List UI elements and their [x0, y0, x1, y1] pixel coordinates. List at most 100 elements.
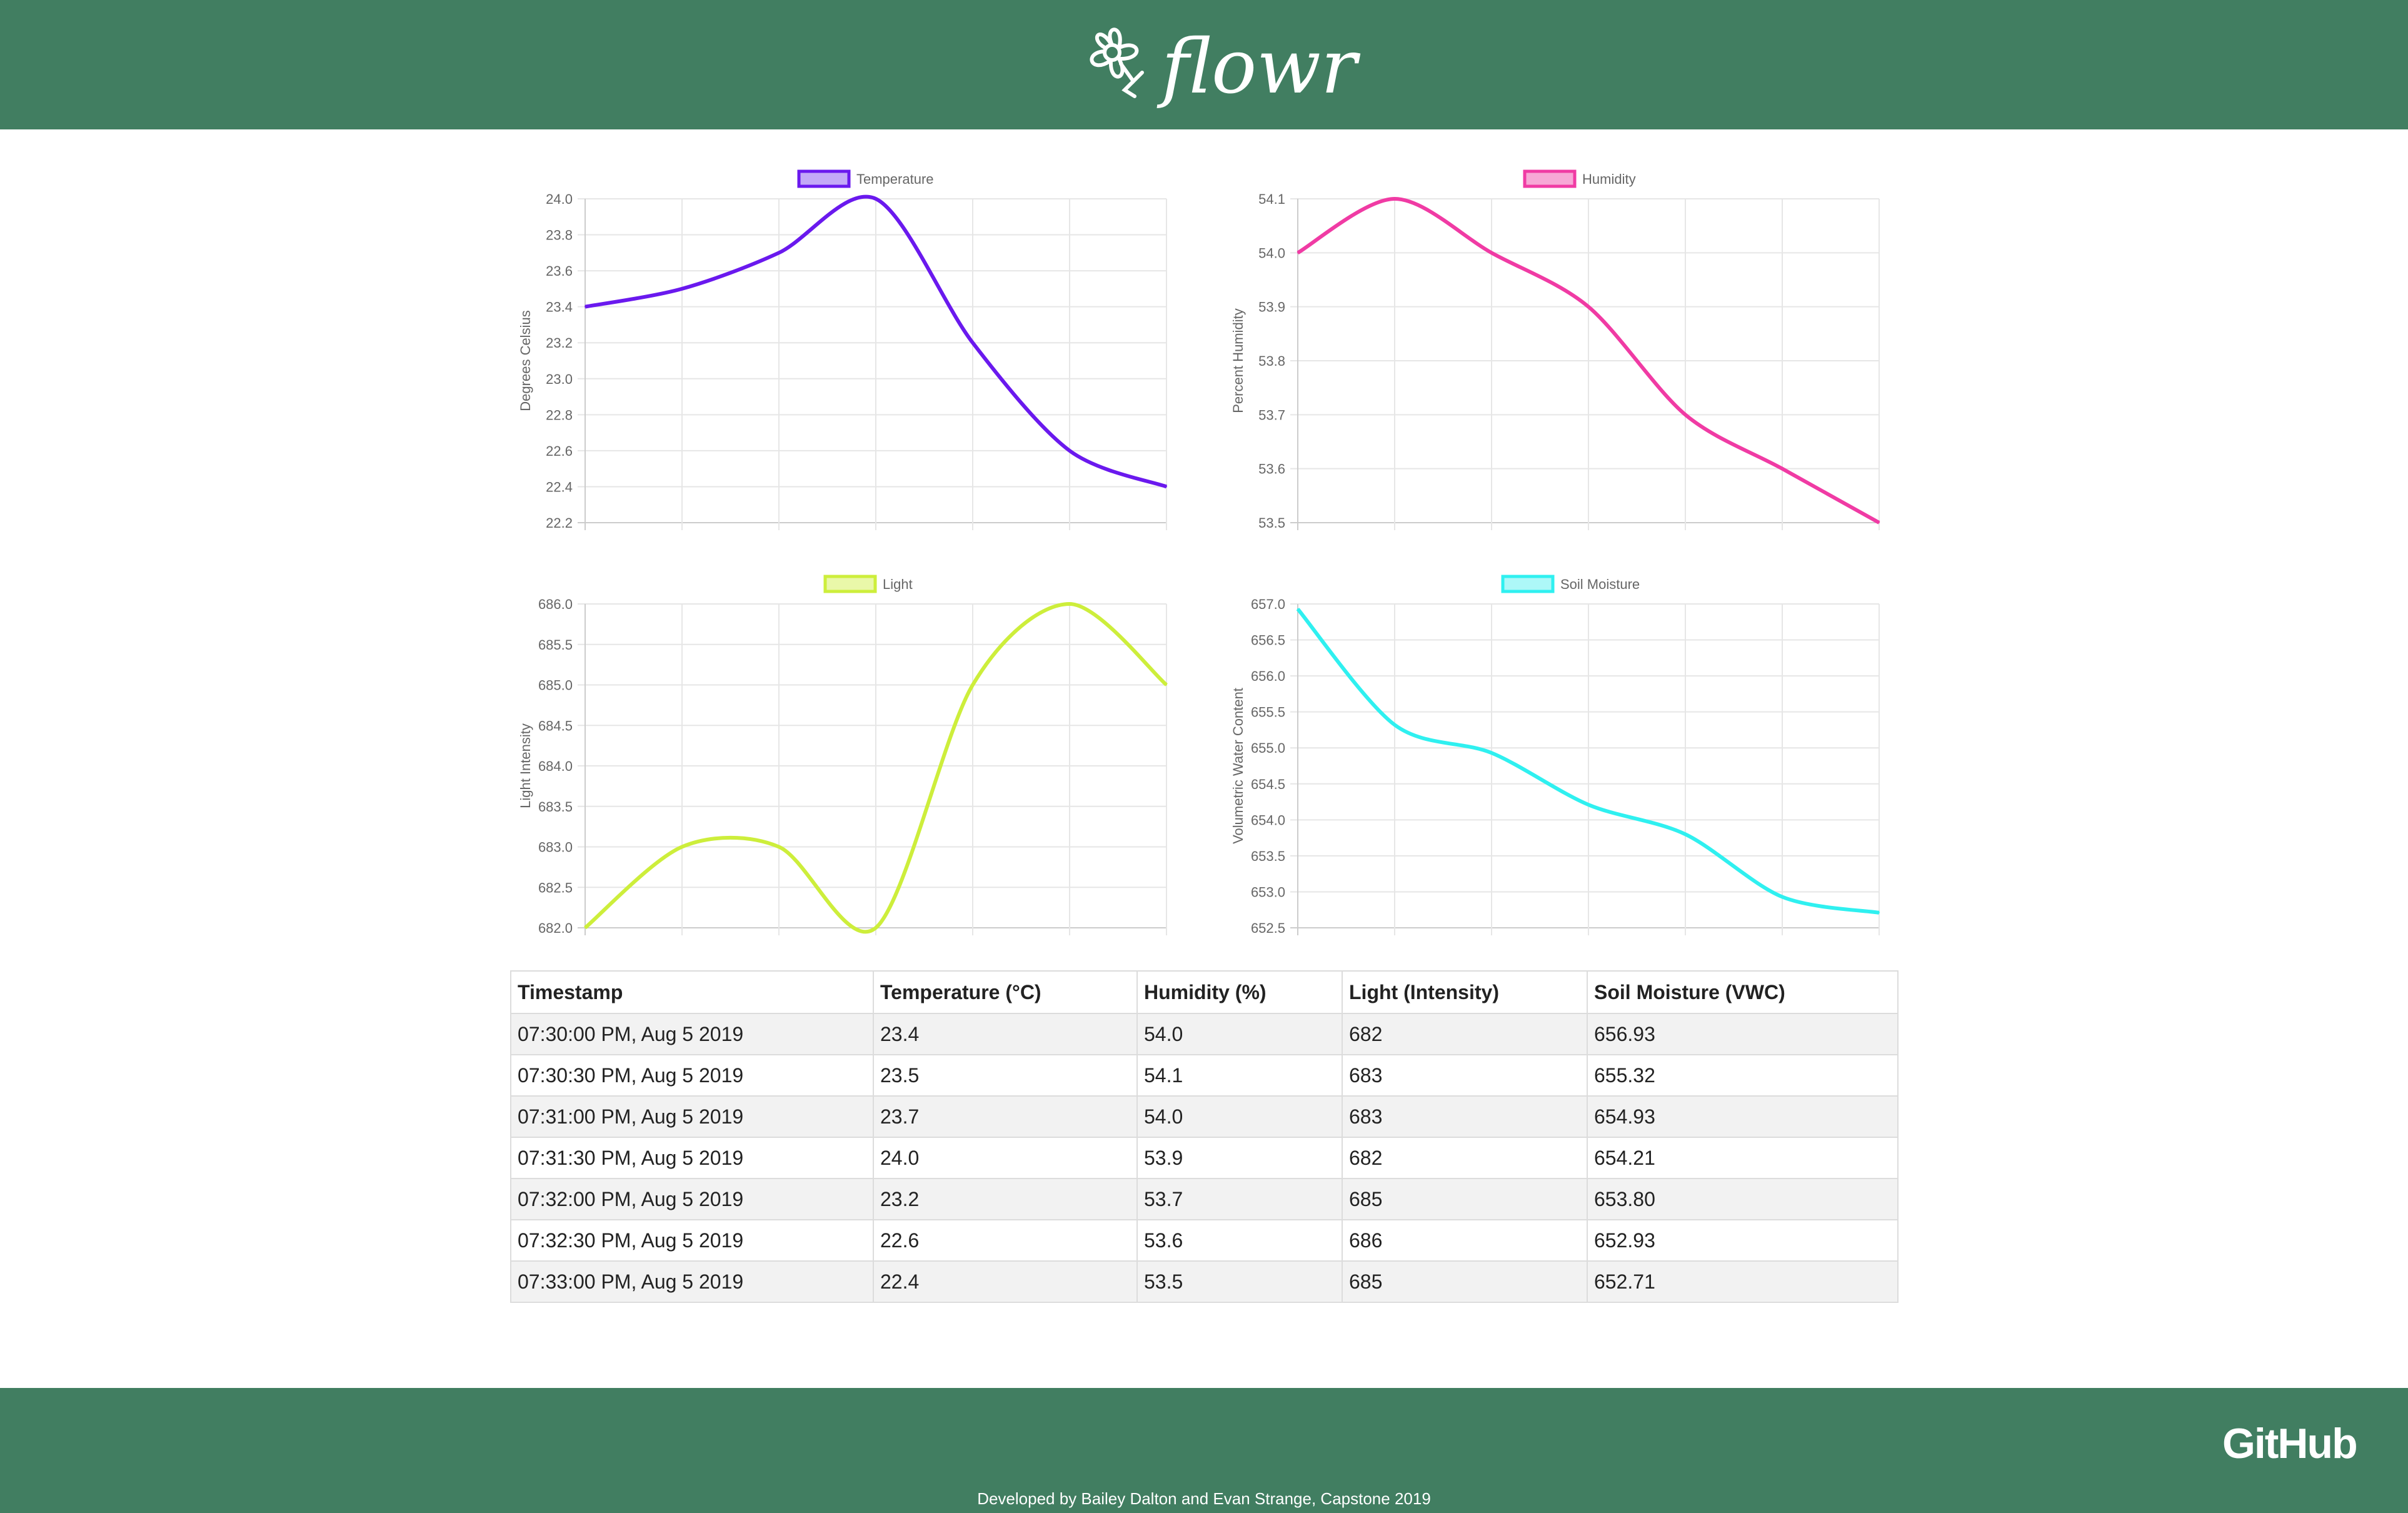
- cell-temperature: 22.4: [873, 1260, 1138, 1303]
- cell-light: 682: [1342, 1013, 1588, 1055]
- humidity-y-tick-label: 53.7: [1258, 407, 1285, 423]
- humidity-legend-swatch: [1523, 169, 1577, 188]
- soil-legend-label: Soil Moisture: [1560, 576, 1640, 592]
- light-y-tick-label: 683.0: [538, 840, 573, 855]
- temperature-y-tick-label: 23.0: [546, 371, 573, 387]
- light-data-point: [778, 846, 780, 848]
- soil-y-tick-label: 652.5: [1251, 920, 1285, 936]
- table-header-row: Timestamp Temperature (°C) Humidity (%) …: [510, 970, 1899, 1014]
- soil-y-tick-label: 656.0: [1251, 668, 1285, 684]
- temperature-y-tick-label: 24.0: [546, 191, 573, 207]
- soil-y-axis-label: Volumetric Water Content: [1230, 688, 1246, 844]
- temperature-y-tick-label: 23.8: [546, 228, 573, 243]
- humidity-y-tick-label: 53.5: [1258, 515, 1285, 531]
- temperature-data-point: [778, 252, 780, 254]
- cell-light: 685: [1342, 1260, 1588, 1303]
- soil-y-tick-label: 653.0: [1251, 884, 1285, 900]
- light-y-axis-label: Light Intensity: [518, 723, 533, 808]
- soil-data-point: [1588, 804, 1589, 806]
- humidity-data-point: [1394, 198, 1395, 199]
- soil-data-point: [1394, 724, 1395, 726]
- cell-timestamp: 07:30:00 PM, Aug 5 2019: [510, 1013, 874, 1055]
- temperature-y-axis-label: Degrees Celsius: [518, 310, 533, 411]
- column-header-temperature: Temperature (°C): [873, 970, 1138, 1014]
- table-row: 07:30:00 PM, Aug 5 2019 23.4 54.0 682 65…: [510, 1013, 1899, 1055]
- light-data-point: [584, 927, 586, 928]
- temperature-y-tick-label: 23.6: [546, 263, 573, 279]
- soil-data-point: [1685, 833, 1686, 835]
- cell-light: 686: [1342, 1219, 1588, 1262]
- humidity-y-tick-label: 53.9: [1258, 299, 1285, 315]
- temperature-data-point: [584, 306, 586, 308]
- cell-timestamp: 07:31:00 PM, Aug 5 2019: [510, 1095, 874, 1138]
- soil-legend-swatch: [1501, 575, 1555, 593]
- humidity-data-point: [1685, 414, 1686, 416]
- column-header-light: Light (Intensity): [1342, 970, 1588, 1014]
- soil-data-point: [1879, 912, 1880, 913]
- soil-y-tick-label: 654.5: [1251, 777, 1285, 792]
- app-footer: GitHub Developed by Bailey Dalton and Ev…: [0, 1388, 2408, 1513]
- soil-moisture-chart-svg: Soil Moisture 652.5 653.0 653.5 654.0 654.5 65…: [1230, 575, 1880, 936]
- cell-humidity: 53.7: [1136, 1178, 1343, 1220]
- light-chart: Light 682.0 682.5 683.0 683.5 684.0 684.5 685.0…: [510, 568, 1185, 943]
- humidity-data-point: [1782, 468, 1783, 470]
- cell-soil-moisture: 655.32: [1587, 1054, 1899, 1097]
- humidity-data-point: [1491, 252, 1492, 254]
- soil-data-point: [1782, 896, 1783, 898]
- humidity-y-tick-label: 54.1: [1258, 191, 1285, 207]
- cell-light: 682: [1342, 1137, 1588, 1179]
- cell-soil-moisture: 654.21: [1587, 1137, 1899, 1179]
- light-data-point: [681, 846, 683, 848]
- light-y-tick-label: 683.5: [538, 799, 573, 815]
- cell-timestamp: 07:31:30 PM, Aug 5 2019: [510, 1137, 874, 1179]
- soil-y-tick-label: 655.5: [1251, 705, 1285, 720]
- app-logo-text[interactable]: flowr: [1161, 24, 1357, 111]
- soil-y-tick-label: 653.5: [1251, 848, 1285, 864]
- cell-soil-moisture: 653.80: [1587, 1178, 1899, 1220]
- cell-humidity: 53.9: [1136, 1137, 1343, 1179]
- cell-light: 685: [1342, 1178, 1588, 1220]
- column-header-timestamp: Timestamp: [510, 970, 874, 1014]
- cell-timestamp: 07:32:00 PM, Aug 5 2019: [510, 1178, 874, 1220]
- humidity-chart: Humidity 53.5 53.6 53.7 53.8 53.9 54.0 54.1 Perc…: [1223, 163, 1898, 538]
- column-header-humidity: Humidity (%): [1136, 970, 1343, 1014]
- light-y-tick-label: 685.0: [538, 678, 573, 693]
- soil-data-point: [1297, 608, 1298, 610]
- cell-temperature: 23.5: [873, 1054, 1138, 1097]
- cell-timestamp: 07:33:00 PM, Aug 5 2019: [510, 1260, 874, 1303]
- light-y-tick-label: 682.5: [538, 880, 573, 895]
- humidity-data-point: [1879, 522, 1880, 523]
- temperature-y-tick-label: 23.2: [546, 335, 573, 351]
- temperature-y-tick-label: 22.8: [546, 407, 573, 423]
- table-row: 07:33:00 PM, Aug 5 2019 22.4 53.5 685 65…: [510, 1260, 1899, 1303]
- soil-moisture-chart: Soil Moisture 652.5 653.0 653.5 654.0 654.5 65…: [1223, 568, 1898, 943]
- soil-y-tick-label: 655.0: [1251, 740, 1285, 756]
- light-y-tick-label: 685.5: [538, 637, 573, 653]
- temperature-data-point: [1166, 486, 1167, 488]
- temperature-legend-label: Temperature: [856, 171, 934, 187]
- humidity-data-point: [1588, 306, 1589, 308]
- cell-soil-moisture: 652.93: [1587, 1219, 1899, 1262]
- temperature-data-point: [1069, 450, 1070, 451]
- humidity-y-tick-label: 53.6: [1258, 461, 1285, 477]
- humidity-y-tick-label: 53.8: [1258, 353, 1285, 369]
- humidity-chart-svg: Humidity 53.5 53.6 53.7 53.8 53.9 54.0 54.1 Perc…: [1230, 169, 1880, 531]
- light-chart-svg: Light 682.0 682.5 683.0 683.5 684.0 684.5 685.0…: [518, 575, 1168, 936]
- temperature-data-point: [875, 198, 876, 199]
- temperature-chart: Temperature 22.2 22.4 22.6 22.8 23.0 23.2 23.4 2…: [510, 163, 1185, 538]
- cell-timestamp: 07:32:30 PM, Aug 5 2019: [510, 1219, 874, 1262]
- light-y-tick-label: 682.0: [538, 920, 573, 936]
- github-link[interactable]: GitHub: [2222, 1420, 2358, 1467]
- humidity-y-axis-label: Percent Humidity: [1230, 308, 1246, 413]
- table-row: 07:32:30 PM, Aug 5 2019 22.6 53.6 686 65…: [510, 1219, 1899, 1262]
- light-legend-label: Light: [883, 576, 913, 592]
- light-data-point: [972, 684, 973, 686]
- flower-logo-icon: [1090, 28, 1144, 98]
- temperature-chart-svg: Temperature 22.2 22.4 22.6 22.8 23.0 23.2 23.4 2…: [518, 169, 1168, 531]
- sensor-data-table: Timestamp Temperature (°C) Humidity (%) …: [510, 970, 1899, 1303]
- cell-humidity: 54.0: [1136, 1013, 1343, 1055]
- cell-temperature: 23.2: [873, 1178, 1138, 1220]
- soil-y-tick-label: 654.0: [1251, 812, 1285, 828]
- cell-light: 683: [1342, 1095, 1588, 1138]
- temperature-y-tick-label: 22.4: [546, 479, 573, 495]
